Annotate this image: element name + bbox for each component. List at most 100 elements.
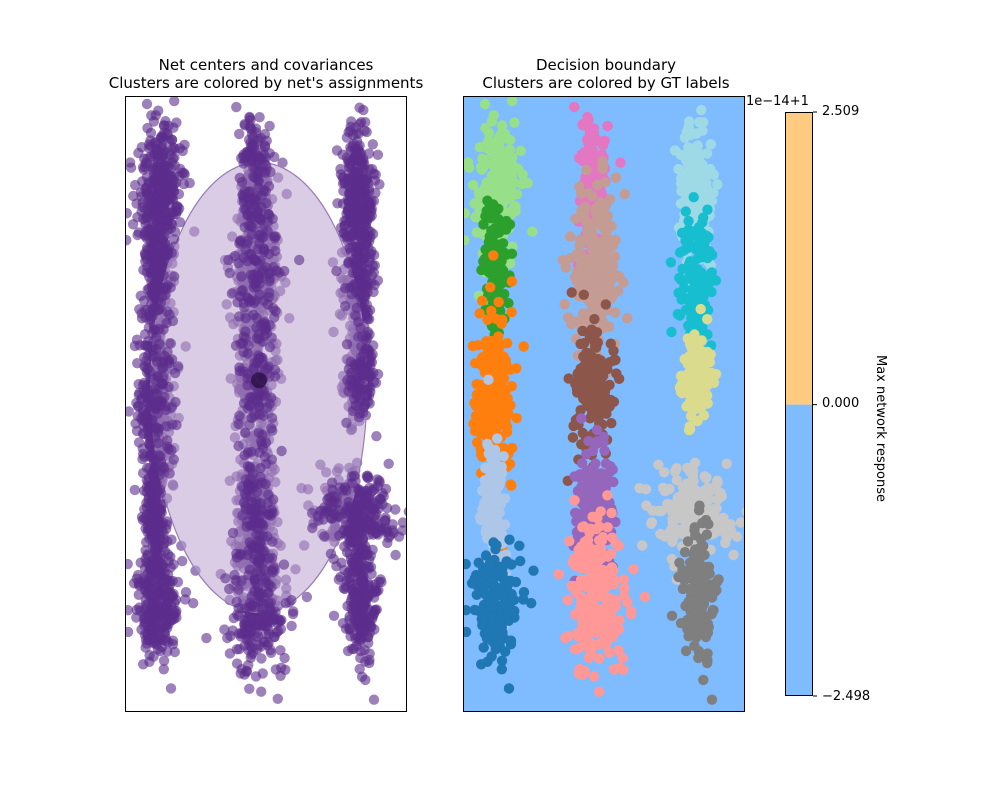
scatter-point (165, 551, 176, 562)
scatter-point (268, 494, 279, 505)
scatter-point (156, 577, 167, 588)
scatter-point (252, 174, 264, 185)
scatter-point (247, 222, 258, 233)
scatter-point (403, 506, 407, 517)
scatter-point (486, 453, 497, 465)
scatter-point (125, 558, 133, 570)
scatter-point (160, 401, 171, 412)
scatter-point (168, 454, 179, 465)
scatter-point (152, 370, 163, 382)
scatter-point (141, 232, 152, 244)
scatter-point (278, 559, 290, 570)
scatter-point (257, 668, 268, 679)
scatter-point (362, 591, 373, 602)
scatter-point (243, 660, 254, 671)
scatter-point (179, 139, 190, 150)
scatter-point (142, 122, 153, 134)
scatter-point (246, 519, 257, 531)
net-center-point (250, 372, 267, 389)
scatter-point (368, 694, 380, 705)
scatter-point (350, 375, 362, 386)
scatter-point (250, 578, 261, 589)
scatter-point (569, 101, 580, 113)
scatter-point (483, 374, 494, 385)
scatter-point (152, 154, 164, 165)
scatter-point (266, 423, 277, 434)
scatter-point (493, 623, 505, 634)
scatter-point (270, 245, 281, 257)
scatter-point (476, 659, 487, 670)
scatter-point (370, 187, 381, 199)
scatter-point (169, 143, 181, 154)
scatter-point (144, 650, 155, 661)
scatter-point (496, 461, 507, 472)
scatter-point (505, 635, 517, 646)
scatter-point (224, 583, 235, 595)
scatter-point (346, 643, 358, 654)
scatter-point (475, 379, 487, 391)
scatter-point (526, 598, 537, 609)
scatter-point (489, 171, 500, 183)
scatter-point (246, 446, 257, 457)
scatter-point (141, 98, 153, 110)
scatter-point (163, 636, 174, 648)
scatter-point (139, 377, 150, 388)
scatter-point (341, 339, 353, 350)
scatter-point (139, 329, 151, 340)
scatter-point (275, 623, 287, 635)
scatter-point (241, 620, 253, 631)
scatter-point (504, 458, 516, 470)
scatter-point (142, 578, 153, 590)
scatter-point (331, 491, 342, 503)
scatter-point (480, 462, 491, 474)
gt-cluster (463, 96, 538, 309)
scatter-point (506, 276, 518, 287)
scatter-point (353, 151, 364, 163)
scatter-point (354, 412, 365, 423)
gt-cluster (463, 534, 539, 694)
scatter-point (125, 626, 134, 638)
scatter-point (493, 296, 504, 308)
scatter-point (353, 265, 365, 276)
scatter-point (148, 174, 159, 185)
assignment-cluster (338, 493, 387, 682)
scatter-point (353, 316, 364, 328)
scatter-point (509, 605, 520, 617)
scatter-point (140, 304, 151, 316)
scatter-point (158, 595, 170, 606)
scatter-point (228, 612, 239, 624)
scatter-point (514, 540, 525, 551)
scatter-point (245, 463, 256, 474)
scatter-point (153, 633, 164, 644)
scatter-point (125, 605, 134, 616)
scatter-point (352, 383, 364, 395)
scatter-point (251, 322, 262, 333)
scatter-point (348, 558, 359, 569)
scatter-point (242, 549, 253, 561)
scatter-point (244, 683, 255, 694)
scatter-point (178, 167, 190, 179)
right-title-line-2: Clusters are colored by GT labels (482, 74, 730, 92)
scatter-point (362, 501, 373, 512)
scatter-point (248, 297, 260, 308)
scatter-point (140, 204, 151, 216)
scatter-point (326, 477, 338, 488)
scatter-point (133, 401, 144, 412)
scatter-point (484, 185, 495, 196)
scatter-point (174, 217, 186, 228)
scatter-point (479, 355, 490, 367)
scatter-point (495, 474, 506, 485)
scatter-point (150, 351, 162, 362)
scatter-point (357, 255, 369, 266)
scatter-point (488, 199, 499, 210)
scatter-point (496, 120, 508, 131)
scatter-point (152, 304, 164, 315)
scatter-point (360, 546, 371, 557)
scatter-point (140, 594, 151, 606)
scatter-point (255, 471, 266, 483)
scatter-point (343, 258, 354, 269)
scatter-point (153, 105, 164, 116)
scatter-point (380, 483, 392, 495)
scatter-point (390, 504, 401, 515)
scatter-point (343, 162, 355, 173)
